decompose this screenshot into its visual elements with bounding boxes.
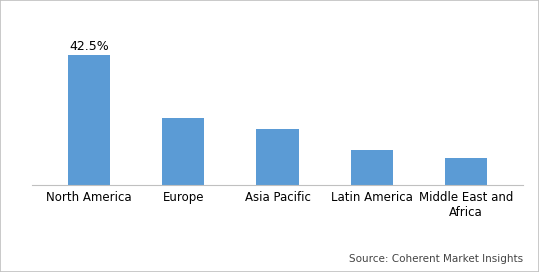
Bar bbox=[162, 118, 204, 185]
Bar bbox=[68, 55, 110, 185]
Bar bbox=[257, 129, 299, 185]
Text: Source: Coherent Market Insights: Source: Coherent Market Insights bbox=[349, 254, 523, 264]
Text: 42.5%: 42.5% bbox=[69, 40, 109, 53]
Bar bbox=[351, 150, 393, 185]
Bar bbox=[445, 157, 487, 185]
